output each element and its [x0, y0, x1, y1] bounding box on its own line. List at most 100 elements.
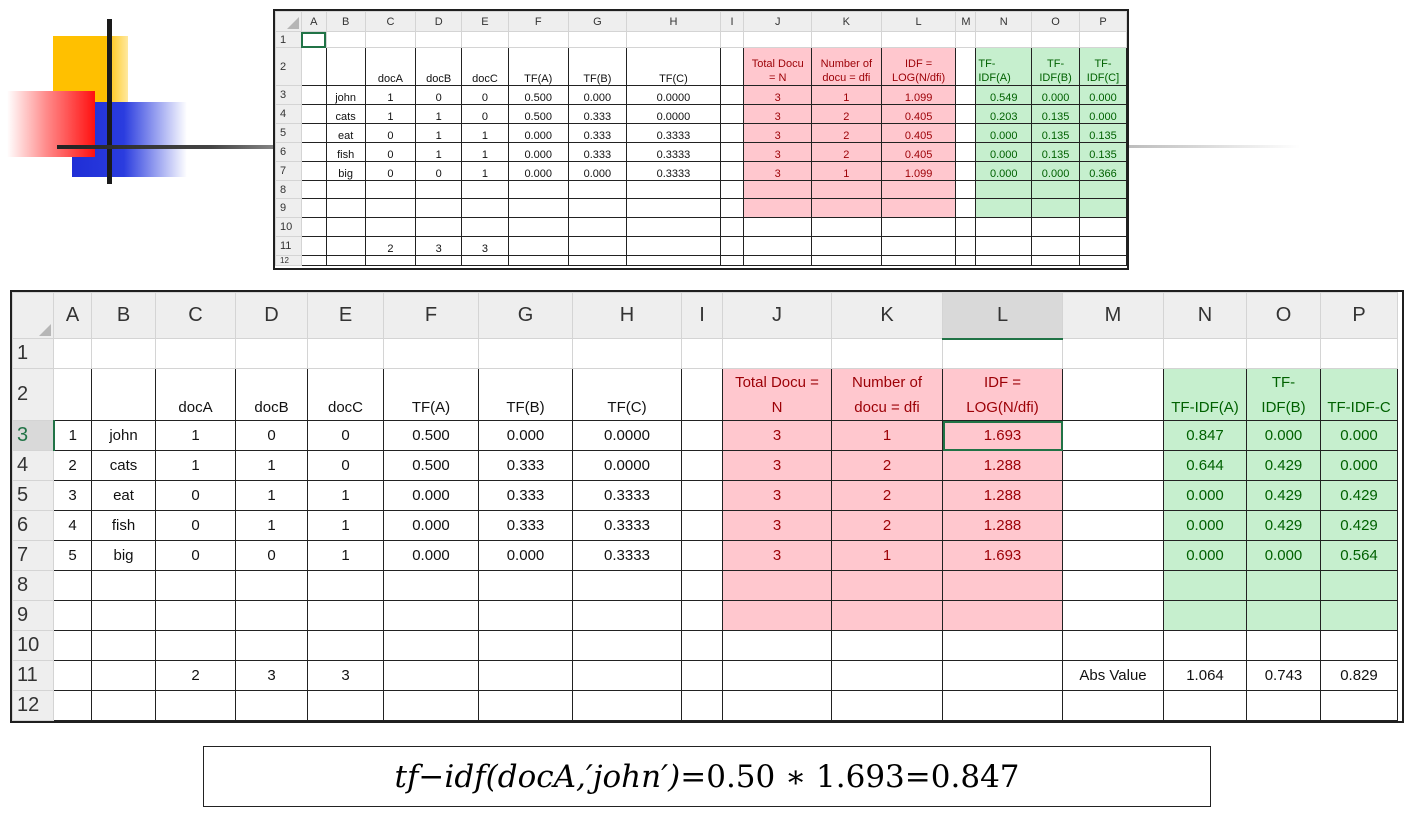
cell[interactable]	[1246, 570, 1321, 601]
cell[interactable]	[364, 198, 417, 218]
total-cell-docc[interactable]: 3	[307, 660, 384, 691]
row-header-8[interactable]: 8	[275, 180, 302, 199]
cell[interactable]	[307, 690, 384, 721]
count-cell[interactable]: 1	[415, 104, 463, 124]
cell[interactable]	[719, 217, 745, 237]
cell[interactable]	[415, 180, 463, 199]
cell[interactable]	[572, 600, 682, 631]
count-cell[interactable]: 0	[364, 142, 417, 162]
row-header-2[interactable]: 2	[12, 368, 54, 421]
tf-cell[interactable]: 0.000	[567, 161, 628, 181]
tfidf-cell[interactable]: 0.366	[1078, 161, 1127, 181]
row-header-12[interactable]: 12	[12, 690, 54, 721]
col-header-a[interactable]: A	[53, 292, 92, 339]
col-header-h[interactable]: H	[572, 292, 682, 339]
cell[interactable]	[1320, 570, 1398, 601]
cell[interactable]	[461, 180, 509, 199]
index-cell[interactable]: 4	[53, 510, 92, 541]
tf-cell[interactable]: 0.0000	[626, 85, 721, 105]
cell[interactable]	[955, 180, 977, 199]
cell[interactable]	[811, 31, 882, 48]
cell[interactable]	[567, 217, 628, 237]
col-header-j[interactable]: J	[722, 292, 832, 339]
cell[interactable]	[325, 180, 366, 199]
cell[interactable]	[719, 161, 745, 181]
count-cell[interactable]: 0	[461, 85, 509, 105]
col-header-p[interactable]: P	[1320, 292, 1398, 339]
cell[interactable]	[1062, 540, 1164, 571]
cell[interactable]	[681, 540, 723, 571]
cell[interactable]	[572, 570, 682, 601]
tf-cell[interactable]: 0.500	[507, 85, 569, 105]
count-cell[interactable]: 1	[235, 480, 308, 511]
cell[interactable]	[681, 600, 723, 631]
cell[interactable]	[300, 142, 327, 162]
cell[interactable]	[955, 104, 977, 124]
cell[interactable]	[719, 255, 745, 266]
cell[interactable]	[955, 217, 977, 237]
cell[interactable]	[53, 338, 92, 369]
col-header-k[interactable]: K	[811, 11, 882, 32]
tfidf-cell[interactable]: 0.000	[975, 123, 1033, 143]
count-cell[interactable]: 1	[155, 450, 236, 481]
total-cell-docc[interactable]: 3	[461, 236, 509, 256]
cell[interactable]	[507, 217, 569, 237]
cell[interactable]	[1163, 338, 1247, 369]
row-header-4[interactable]: 4	[275, 104, 302, 124]
cell[interactable]	[364, 217, 417, 237]
cell[interactable]	[325, 198, 366, 218]
col-header-f[interactable]: F	[507, 11, 569, 32]
idf-cell[interactable]: 1.288	[942, 480, 1063, 511]
total-cell-docb[interactable]: 3	[415, 236, 463, 256]
cell[interactable]	[955, 85, 977, 105]
cell[interactable]	[1078, 255, 1127, 266]
cell[interactable]	[364, 31, 417, 48]
tf-cell[interactable]: 0.000	[478, 540, 573, 571]
header-tfidf-b[interactable]: TF- IDF(B)	[1246, 368, 1321, 421]
cell[interactable]	[722, 660, 832, 691]
col-header-e[interactable]: E	[307, 292, 384, 339]
tf-cell[interactable]: 0.3333	[626, 142, 721, 162]
idf-cell[interactable]: 1.099	[880, 85, 957, 105]
term-cell[interactable]: cats	[91, 450, 156, 481]
cell[interactable]	[743, 198, 812, 218]
cell[interactable]	[53, 690, 92, 721]
header-number-of-docs[interactable]: Number of docu = dfi	[831, 368, 943, 421]
tfidf-cell[interactable]: 0.429	[1246, 510, 1321, 541]
row-header-3[interactable]: 3	[275, 85, 302, 105]
tf-cell[interactable]: 0.500	[507, 104, 569, 124]
header-total-docs[interactable]: Total Docu = N	[743, 47, 812, 86]
cell[interactable]	[507, 31, 569, 48]
tf-cell[interactable]: 0.333	[567, 123, 628, 143]
cell[interactable]	[507, 236, 569, 256]
cell[interactable]	[626, 180, 721, 199]
cell[interactable]	[478, 338, 573, 369]
cell[interactable]	[478, 690, 573, 721]
header-tf-a[interactable]: TF(A)	[507, 47, 569, 86]
cell[interactable]	[942, 600, 1063, 631]
cell[interactable]	[53, 570, 92, 601]
cell[interactable]	[955, 47, 977, 86]
cell[interactable]	[300, 180, 327, 199]
cell[interactable]	[955, 236, 977, 256]
cell[interactable]	[743, 255, 812, 266]
cell[interactable]	[681, 338, 723, 369]
cell[interactable]	[1163, 690, 1247, 721]
header-tf-c[interactable]: TF(C)	[626, 47, 721, 86]
row-header-10[interactable]: 10	[12, 630, 54, 661]
cell[interactable]	[1062, 630, 1164, 661]
col-header-g[interactable]: G	[478, 292, 573, 339]
cell[interactable]	[722, 630, 832, 661]
cell[interactable]	[880, 236, 957, 256]
cell[interactable]	[681, 660, 723, 691]
cell[interactable]	[1320, 600, 1398, 631]
tfidf-cell[interactable]: 0.564	[1320, 540, 1398, 571]
idf-cell[interactable]: 0.405	[880, 123, 957, 143]
cell[interactable]	[364, 180, 417, 199]
count-cell[interactable]: 1	[364, 104, 417, 124]
count-cell[interactable]: 1	[307, 510, 384, 541]
cell[interactable]	[1078, 31, 1127, 48]
cell[interactable]	[507, 180, 569, 199]
cell[interactable]	[626, 236, 721, 256]
cell[interactable]	[325, 47, 366, 86]
